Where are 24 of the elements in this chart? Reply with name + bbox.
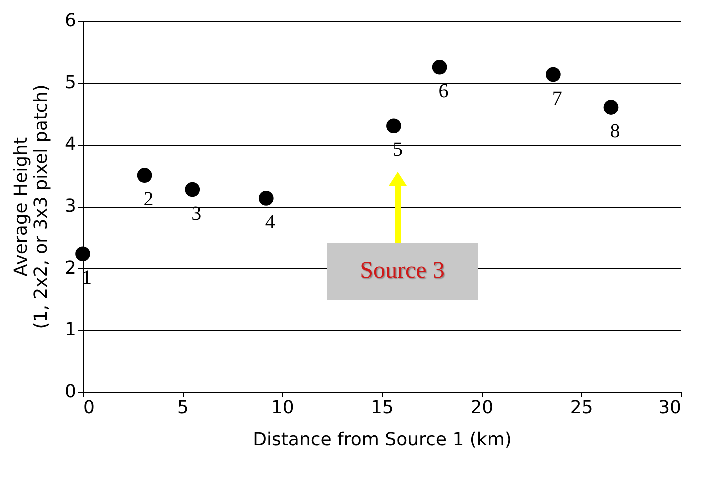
y-tick-label: 3 (65, 196, 76, 217)
annotation: Source 3 (327, 243, 478, 300)
y-tick-label: 4 (65, 134, 76, 156)
y-axis-title: Average Height (1, 2x2, or 3x3 pixel patch) (11, 84, 52, 330)
x-tick-label: 25 (570, 398, 594, 418)
y-tick-label: 0 (65, 382, 76, 402)
annotation: 5 (392, 139, 403, 162)
annotation: 6 (438, 80, 449, 102)
annotation: 4 (265, 211, 276, 234)
x-tick-label: 30 (658, 398, 682, 418)
annotation: 1 (82, 267, 92, 290)
y-tick-label: 2 (65, 258, 76, 279)
x-tick-label: 20 (470, 398, 494, 418)
x-axis-title: Distance from Source 1 (km) (253, 430, 512, 450)
x-tick-label: 5 (177, 398, 189, 418)
x-tick-label: 15 (371, 398, 394, 418)
annotation: 7 (552, 88, 562, 110)
x-tick-label: 0 (84, 398, 95, 418)
annotation: 2 (144, 188, 154, 211)
x-tick-label: 10 (271, 398, 294, 418)
y-tick-label: 5 (65, 72, 76, 94)
annotation: 8 (610, 120, 620, 143)
y-tick-label: 6 (65, 10, 76, 32)
y-tick-label: 1 (65, 320, 76, 341)
